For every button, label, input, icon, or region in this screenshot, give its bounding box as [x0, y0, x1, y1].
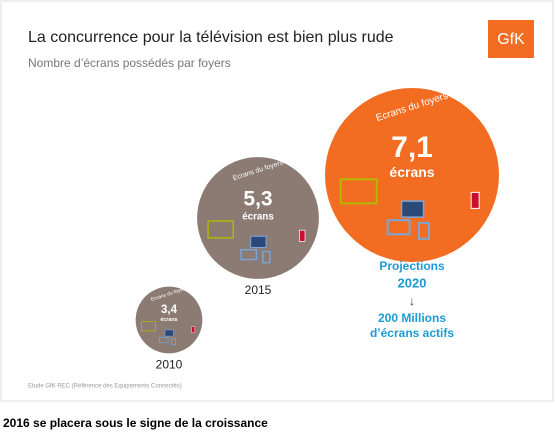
chart-title: La concurrence pour la télévision est bi… [28, 29, 394, 46]
annotation-arrow: ↓ [409, 294, 415, 308]
bubble [325, 88, 499, 262]
unit-label: écrans [389, 164, 434, 180]
unit-label: écrans [160, 317, 177, 323]
phone-icon [470, 191, 480, 209]
chart-subtitle: Nombre d’écrans possédés par foyers [28, 56, 231, 70]
unit-label: écrans [242, 211, 274, 222]
laptop-icon [240, 248, 258, 261]
annotation-title: Projections [379, 259, 445, 273]
tablet-icon [262, 250, 271, 264]
monitor-icon [164, 329, 174, 337]
tv-icon [207, 220, 234, 239]
laptop-icon [386, 219, 411, 236]
value-label: 7,1 [391, 131, 433, 164]
category-label: 2020 [398, 275, 427, 290]
tablet-icon [171, 337, 176, 345]
value-label: 3,4 [161, 304, 178, 316]
logo: GfK [497, 31, 525, 48]
phone-icon [299, 229, 306, 242]
annotation-line: d’écrans actifs [370, 326, 454, 340]
bubble [135, 286, 203, 354]
tv-icon [339, 178, 378, 205]
tablet-icon [417, 221, 430, 240]
tv-icon [141, 321, 156, 332]
monitor-icon [400, 200, 425, 218]
value-label: 5,3 [243, 187, 272, 210]
monitor-icon [250, 235, 267, 248]
laptop-icon [159, 336, 169, 344]
logo-box [488, 20, 534, 58]
source: Etude GfK REC (Référence des Equipements… [28, 384, 182, 390]
category-label: 2015 [245, 283, 272, 297]
category-label: 2010 [156, 358, 183, 372]
annotation-line: 200 Millions [378, 311, 446, 325]
phone-icon [191, 326, 195, 333]
bubble [197, 157, 319, 279]
caption: 2016 se placera sous le signe de la croi… [3, 416, 268, 430]
